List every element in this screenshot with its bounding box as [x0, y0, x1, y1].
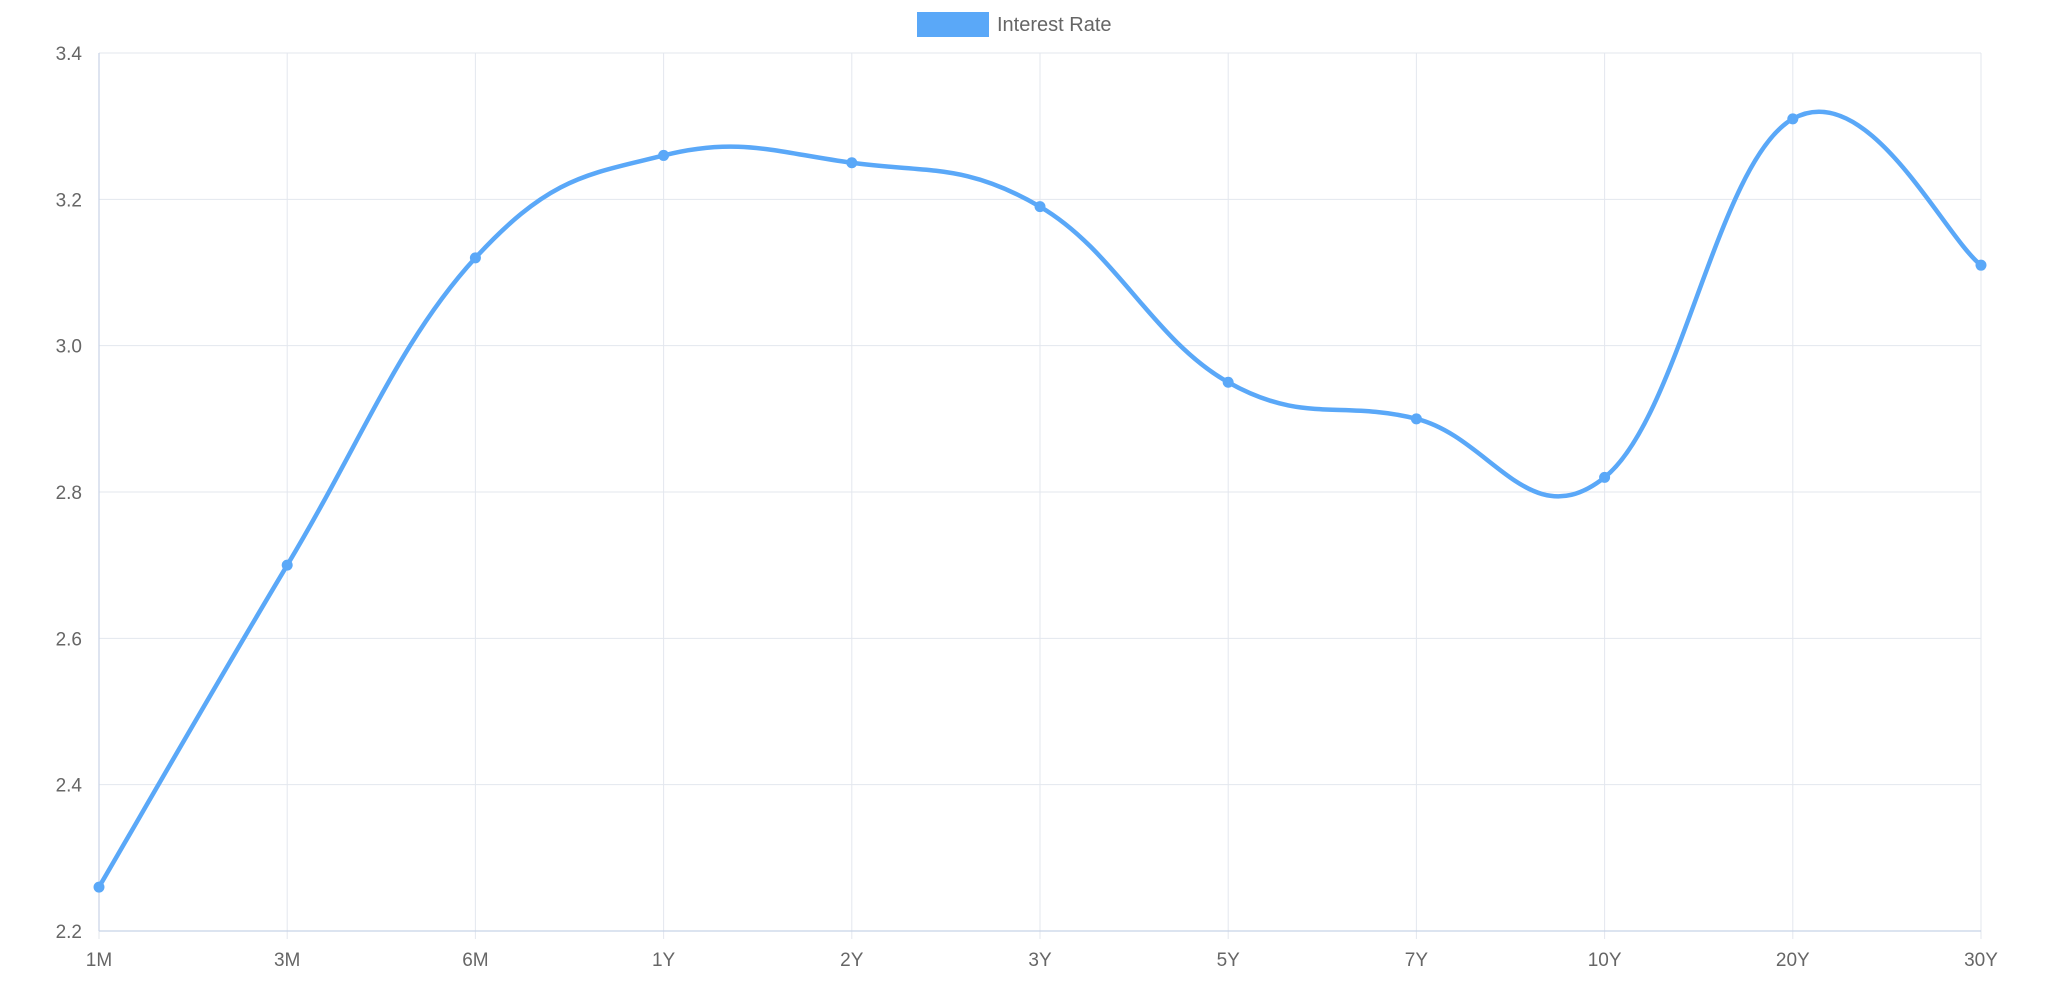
- data-point[interactable]: [1410, 413, 1422, 425]
- y-tick-label: 2.2: [56, 922, 82, 943]
- axis-layer: [98, 53, 1981, 932]
- series-line: [96, 109, 1984, 890]
- data-point[interactable]: [281, 559, 293, 571]
- y-tick-label: 2.6: [56, 629, 82, 650]
- x-tick-label: 5Y: [1217, 950, 1241, 971]
- x-tick-label: 6M: [462, 950, 488, 971]
- grid-layer: [98, 52, 1982, 939]
- legend[interactable]: Interest Rate: [917, 12, 1112, 37]
- data-point[interactable]: [1787, 113, 1799, 125]
- x-axis-ticks: 1M 3M 6M 1Y 2Y 3Y 5Y 7Y 10Y 20Y 30Y: [86, 950, 1998, 971]
- y-tick-label: 2.4: [56, 776, 83, 797]
- data-point[interactable]: [1975, 259, 1987, 271]
- y-tick-label: 3.4: [56, 44, 83, 65]
- data-point[interactable]: [846, 157, 858, 169]
- legend-swatch[interactable]: [917, 12, 989, 37]
- y-tick-label: 2.8: [56, 483, 82, 504]
- y-tick-label: 3.0: [56, 337, 82, 358]
- x-tick-label: 20Y: [1776, 950, 1810, 971]
- x-tick-label: 2Y: [840, 950, 864, 971]
- x-tick-label: 7Y: [1405, 950, 1429, 971]
- data-point[interactable]: [658, 149, 670, 161]
- data-point[interactable]: [1222, 376, 1234, 388]
- y-axis-ticks: 2.2 2.4 2.6 2.8 3.0 3.2 3.4: [56, 44, 83, 943]
- x-tick-label: 10Y: [1588, 950, 1622, 971]
- x-tick-label: 30Y: [1964, 950, 1998, 971]
- y-tick-label: 3.2: [56, 190, 82, 211]
- data-point[interactable]: [1034, 201, 1046, 213]
- series-layer: [93, 109, 1987, 893]
- data-point[interactable]: [93, 881, 105, 893]
- x-tick-label: 1M: [86, 950, 112, 971]
- data-point[interactable]: [1599, 471, 1611, 483]
- data-point[interactable]: [469, 252, 481, 264]
- x-tick-label: 3Y: [1028, 950, 1052, 971]
- legend-label[interactable]: Interest Rate: [997, 14, 1112, 36]
- x-tick-label: 3M: [274, 950, 300, 971]
- x-tick-label: 1Y: [652, 950, 676, 971]
